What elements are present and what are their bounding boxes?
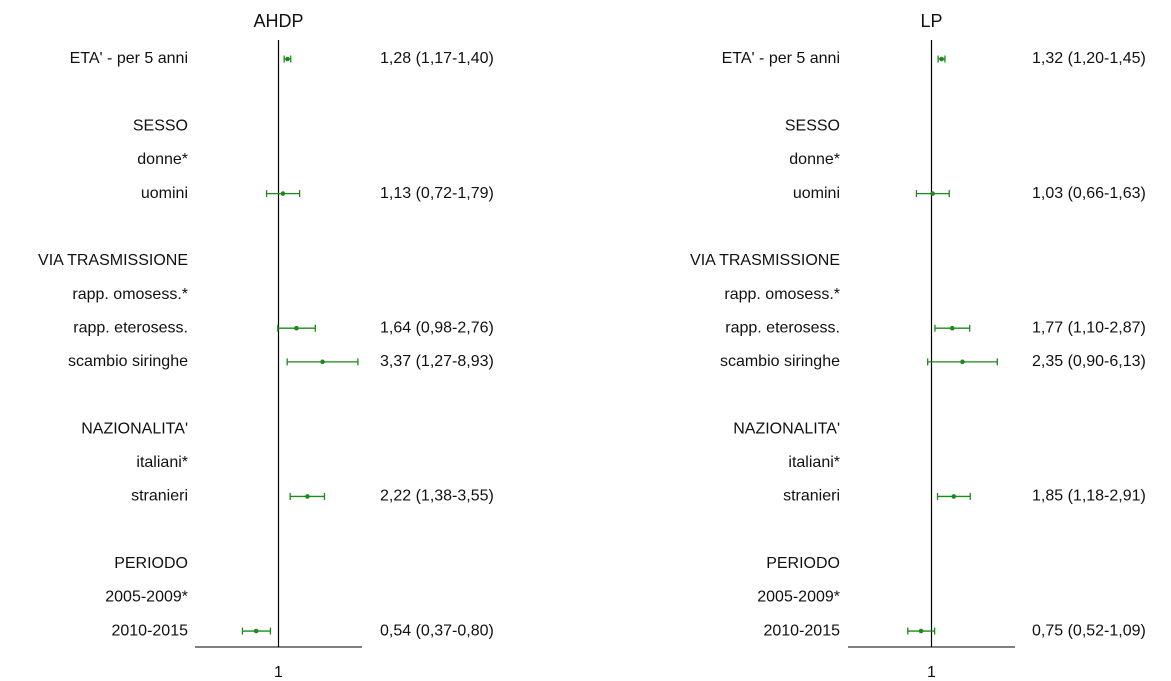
value-label: 2,35 (0,90-6,13) — [1032, 353, 1146, 370]
row-label: donne* — [789, 151, 840, 168]
row-label: VIA TRASMISSIONE — [690, 252, 840, 269]
x-tick-label: 1 — [927, 664, 936, 681]
row-label: rapp. eterosess. — [73, 319, 188, 336]
panel-title: LP — [920, 11, 942, 31]
row-label: ETA' - per 5 anni — [722, 50, 840, 67]
value-label: 1,28 (1,17-1,40) — [380, 50, 494, 67]
row-label: NAZIONALITA' — [81, 420, 188, 437]
row-label: stranieri — [783, 488, 840, 505]
row-label: stranieri — [131, 488, 188, 505]
row-label: scambio siringhe — [68, 353, 188, 370]
panel-title: AHDP — [253, 11, 303, 31]
value-label: 1,03 (0,66-1,63) — [1032, 185, 1146, 202]
row-label: rapp. omosess.* — [72, 286, 188, 303]
point-estimate — [294, 325, 299, 331]
row-label: NAZIONALITA' — [733, 420, 840, 437]
row-label: 2005-2009* — [757, 589, 840, 606]
point-estimate — [918, 628, 924, 634]
point-estimate — [280, 191, 286, 196]
row-label: VIA TRASMISSIONE — [38, 252, 188, 269]
value-label: 1,13 (0,72-1,79) — [380, 185, 494, 202]
value-label: 3,37 (1,27-8,93) — [380, 353, 494, 370]
row-label: 2010-2015 — [763, 622, 840, 639]
point-estimate — [930, 191, 935, 196]
row-label: SESSO — [133, 118, 188, 135]
point-estimate — [320, 359, 325, 365]
value-label: 2,22 (1,38-3,55) — [380, 488, 494, 505]
row-label: uomini — [793, 185, 840, 202]
value-label: 1,32 (1,20-1,45) — [1032, 50, 1146, 67]
row-label: donne* — [137, 151, 188, 168]
row-label: ETA' - per 5 anni — [70, 50, 188, 67]
row-label: 2010-2015 — [111, 622, 188, 639]
value-label: 1,85 (1,18-2,91) — [1032, 488, 1146, 505]
point-estimate — [253, 628, 259, 634]
point-estimate — [951, 494, 957, 499]
row-label: 2005-2009* — [105, 589, 188, 606]
point-estimate — [305, 494, 310, 499]
row-label: rapp. eterosess. — [725, 319, 840, 336]
x-tick-label: 1 — [274, 664, 283, 681]
value-label: 0,75 (0,52-1,09) — [1032, 622, 1146, 639]
value-label: 1,77 (1,10-2,87) — [1032, 319, 1146, 336]
row-label: scambio siringhe — [720, 353, 840, 370]
point-estimate — [285, 56, 290, 62]
row-label: PERIODO — [114, 555, 188, 572]
point-estimate — [949, 325, 955, 331]
row-label: italiani* — [136, 454, 188, 471]
row-label: uomini — [141, 185, 188, 202]
value-label: 1,64 (0,98-2,76) — [380, 319, 494, 336]
row-label: italiani* — [788, 454, 840, 471]
point-estimate — [960, 359, 965, 365]
point-estimate — [939, 56, 944, 62]
row-label: rapp. omosess.* — [724, 286, 840, 303]
row-label: SESSO — [785, 118, 840, 135]
value-label: 0,54 (0,37-0,80) — [380, 622, 494, 639]
row-label: PERIODO — [766, 555, 840, 572]
